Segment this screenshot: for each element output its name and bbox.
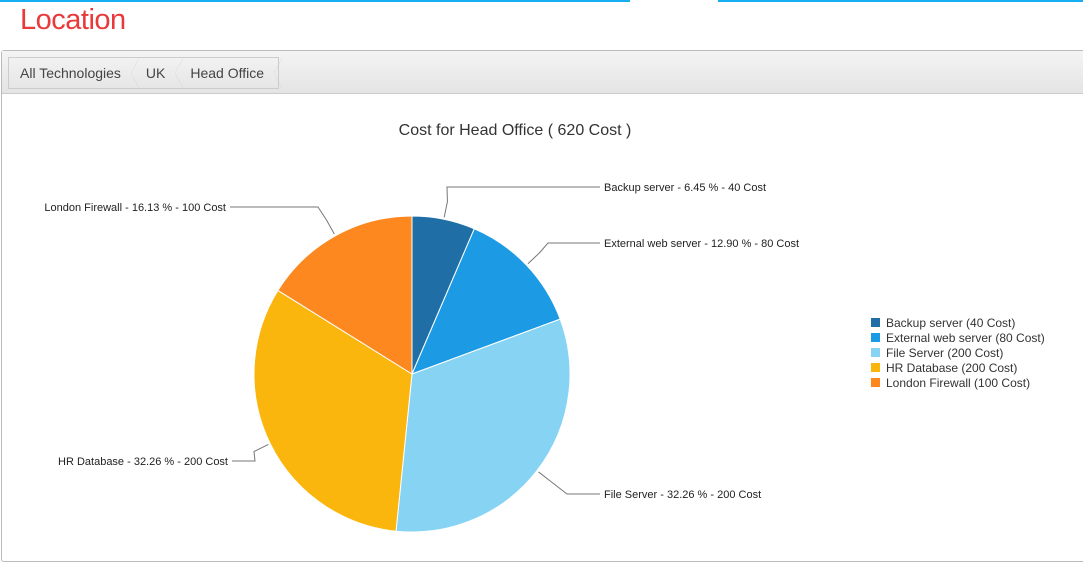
breadcrumb-all-technologies[interactable]: All Technologies bbox=[9, 58, 139, 88]
breadcrumb-bar: All Technologies UK Head Office bbox=[2, 51, 1083, 94]
data-label: Backup server - 6.45 % - 40 Cost bbox=[604, 182, 766, 194]
pie-slice[interactable] bbox=[277, 215, 413, 375]
top-accent-line bbox=[0, 0, 630, 2]
chart-title: Cost for Head Office ( 620 Cost ) bbox=[399, 122, 632, 139]
legend-swatch bbox=[871, 333, 880, 342]
legend-swatch bbox=[871, 378, 880, 387]
legend-swatch bbox=[871, 363, 880, 372]
label-connector bbox=[230, 206, 335, 235]
label-connector bbox=[538, 471, 600, 495]
page-title: Location bbox=[20, 4, 126, 36]
data-label: London Firewall - 16.13 % - 100 Cost bbox=[44, 202, 226, 214]
top-accent-line bbox=[718, 0, 1083, 2]
breadcrumb: All Technologies UK Head Office bbox=[8, 57, 282, 89]
label-connector bbox=[232, 444, 269, 462]
pie-slice[interactable] bbox=[411, 228, 561, 375]
legend-swatch bbox=[871, 318, 880, 327]
legend-item[interactable]: HR Database (200 Cost) bbox=[886, 361, 1017, 375]
label-connector bbox=[527, 242, 600, 265]
pie-slice[interactable] bbox=[395, 318, 571, 533]
label-connector bbox=[443, 186, 600, 218]
legend-swatch bbox=[871, 348, 880, 357]
pie-slice[interactable] bbox=[253, 289, 413, 532]
legend-item[interactable]: File Server (200 Cost) bbox=[886, 346, 1003, 360]
legend-item[interactable]: External web server (80 Cost) bbox=[886, 331, 1045, 345]
data-label: External web server - 12.90 % - 80 Cost bbox=[604, 238, 799, 250]
data-label: HR Database - 32.26 % - 200 Cost bbox=[58, 456, 228, 468]
breadcrumb-uk[interactable]: UK bbox=[135, 58, 184, 88]
breadcrumb-head-office[interactable]: Head Office bbox=[179, 58, 282, 88]
pie-chart: Cost for Head Office ( 620 Cost ) Backup… bbox=[44, 122, 1045, 533]
legend-item[interactable]: Backup server (40 Cost) bbox=[886, 316, 1015, 330]
legend-item[interactable]: London Firewall (100 Cost) bbox=[886, 376, 1030, 390]
data-label: File Server - 32.26 % - 200 Cost bbox=[604, 489, 761, 501]
